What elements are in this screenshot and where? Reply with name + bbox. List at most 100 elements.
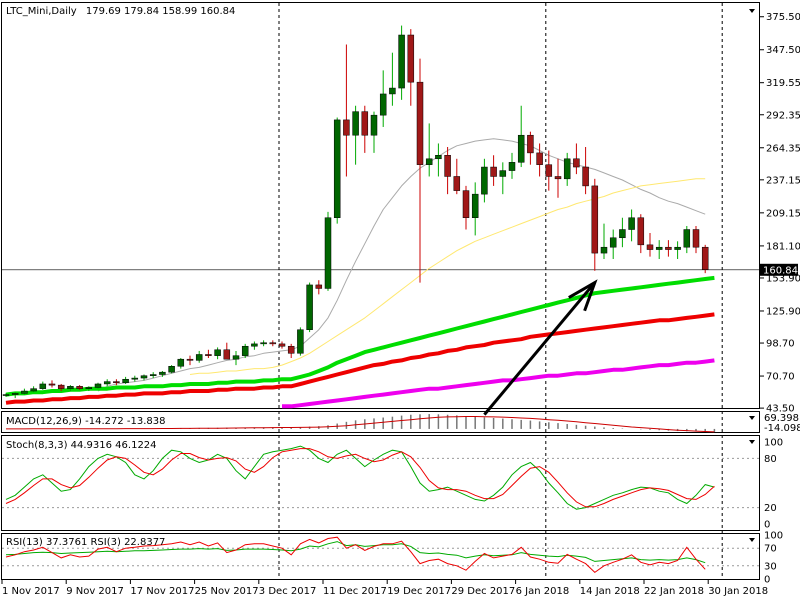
- y-tick-label: 43.50: [766, 404, 795, 415]
- candle-body: [490, 166, 497, 177]
- candle-body: [462, 190, 470, 218]
- candle: [76, 385, 83, 390]
- y-tick-label: 375.50: [766, 12, 800, 23]
- candle-body: [655, 246, 663, 250]
- candle: [416, 58, 424, 283]
- price-title: LTC_Mini,Daily 179.69 179.84 158.99 160.…: [6, 6, 235, 17]
- candle: [600, 223, 608, 259]
- x-tick-label: 3 Dec 2017: [259, 586, 317, 597]
- candle: [223, 342, 231, 360]
- candle-body: [692, 229, 700, 248]
- candle-body: [122, 378, 129, 384]
- candle: [2, 393, 10, 397]
- candle: [609, 229, 617, 259]
- candle-body: [481, 166, 488, 195]
- macd-signal-line: [6, 416, 715, 433]
- macd-y-tick-label: 69.398: [764, 413, 799, 424]
- candle-body: [343, 119, 350, 136]
- stoch-label: Stoch(8,3,3) 44.9316 46.1224: [6, 440, 157, 451]
- candle: [370, 111, 378, 153]
- candle: [628, 209, 635, 242]
- candle-body: [398, 34, 405, 89]
- rsi-y-tick-label: 100: [764, 531, 783, 542]
- rsi-panel-frame: [1, 533, 760, 580]
- y-tick-label: 237.15: [766, 175, 800, 186]
- candle-body: [269, 342, 277, 345]
- candle-body: [389, 87, 396, 95]
- candle-body: [683, 229, 691, 248]
- candle-body: [103, 381, 111, 385]
- x-tick-label: 22 Jan 2018: [644, 586, 704, 597]
- candle-body: [499, 170, 507, 177]
- candle: [278, 341, 286, 349]
- candle: [57, 383, 65, 392]
- candle: [21, 388, 28, 395]
- y-tick-label: 181.10: [766, 241, 800, 252]
- y-tick-label: 319.55: [766, 78, 800, 89]
- y-tick-label: 292.35: [766, 110, 800, 121]
- candle-body: [195, 354, 203, 361]
- x-tick-label: 29 Dec 2017: [451, 586, 515, 597]
- candle: [315, 280, 323, 295]
- candle: [195, 350, 203, 363]
- candle: [241, 343, 249, 359]
- candle-body: [536, 152, 543, 165]
- candle: [260, 340, 267, 347]
- x-tick-label: 25 Nov 2017: [195, 586, 259, 597]
- candle-body: [453, 176, 461, 191]
- rsi-line-1: [5, 536, 706, 574]
- x-tick-label: 9 Nov 2017: [66, 586, 124, 597]
- candle-body: [85, 387, 93, 389]
- candle-body: [159, 371, 166, 375]
- candle-body: [57, 384, 65, 389]
- candle-body: [168, 366, 175, 373]
- candle: [655, 240, 663, 259]
- candle: [508, 152, 516, 179]
- candle: [214, 347, 221, 360]
- candle: [582, 147, 589, 195]
- candle: [232, 350, 240, 366]
- candle: [545, 150, 553, 191]
- candle-body: [287, 345, 295, 354]
- candle: [425, 123, 433, 177]
- price-panel-collapse-icon[interactable]: [749, 9, 755, 13]
- candle-body: [517, 134, 525, 163]
- candle-body: [278, 343, 286, 347]
- candle-body: [361, 111, 369, 136]
- rsi-y-tick-label: 30: [764, 561, 777, 572]
- candle: [113, 379, 120, 386]
- candle: [85, 386, 93, 392]
- y-tick-label: 98.70: [766, 339, 795, 350]
- x-tick-label: 1 Nov 2017: [2, 586, 60, 597]
- macd-panel-frame: [1, 411, 760, 433]
- symbol-title: LTC_Mini,Daily: [6, 6, 77, 17]
- candle-body: [149, 374, 157, 376]
- candle: [591, 178, 599, 271]
- candle: [517, 105, 525, 168]
- candle: [683, 225, 691, 254]
- macd-label: MACD(12,26,9) -14.272 -13.838: [6, 416, 166, 427]
- candle: [361, 105, 369, 153]
- candle: [48, 380, 56, 388]
- candle-body: [582, 166, 589, 187]
- candle-body: [674, 246, 681, 250]
- candle-body: [214, 349, 221, 356]
- candle: [324, 211, 332, 291]
- candle: [490, 155, 497, 186]
- candle: [39, 381, 47, 390]
- candle-body: [352, 111, 359, 136]
- y-tick-label: 209.15: [766, 208, 800, 219]
- x-tick-label: 30 Jan 2018: [708, 586, 768, 597]
- current-price-label: 160.84: [763, 265, 798, 276]
- candle: [333, 117, 341, 224]
- x-tick-label: 19 Dec 2017: [387, 586, 451, 597]
- moving-average-line-0: [97, 138, 706, 392]
- macd-panel-collapse-icon[interactable]: [749, 416, 755, 420]
- candle: [646, 233, 654, 257]
- x-tick-label: 14 Jan 2018: [580, 586, 640, 597]
- candle-body: [232, 355, 240, 360]
- candle-body: [324, 217, 332, 289]
- stoch-panel-collapse-icon[interactable]: [749, 440, 755, 444]
- rsi-y-tick-label: 0: [764, 575, 770, 586]
- rsi-panel-collapse-icon[interactable]: [749, 538, 755, 542]
